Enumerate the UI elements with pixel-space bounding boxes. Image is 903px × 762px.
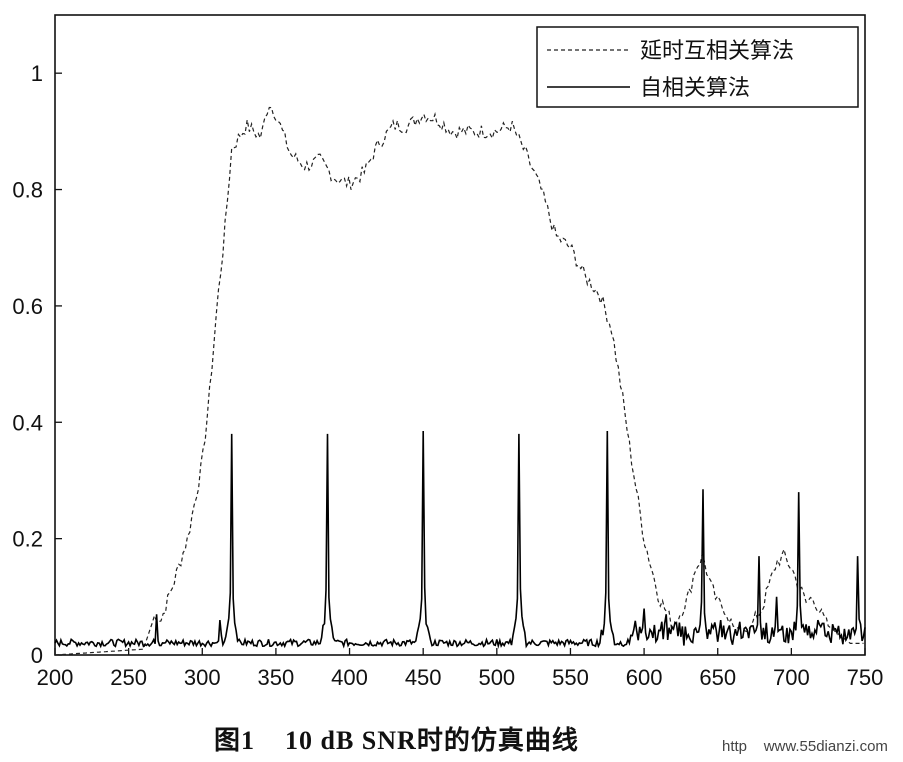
y-tick-label: 0.6 — [12, 294, 43, 319]
y-axis-ticks: 0 0.2 0.4 0.6 0.8 1 — [12, 61, 62, 668]
y-tick-label: 0.4 — [12, 410, 43, 435]
x-tick-label: 750 — [847, 665, 884, 690]
legend-box — [536, 26, 859, 108]
legend-label-cross-correlation: 延时互相关算法 — [640, 39, 794, 64]
legend-label-autocorrelation: 自相关算法 — [640, 76, 750, 101]
x-tick-label: 400 — [331, 665, 368, 690]
x-axis-ticks: 200 250 300 350 400 450 500 550 600 650 700 750 — [37, 648, 884, 690]
x-tick-label: 350 — [258, 665, 295, 690]
x-tick-label: 650 — [699, 665, 736, 690]
x-tick-label: 700 — [773, 665, 810, 690]
figure-caption: 图1 10 dB SNR时的仿真曲线 — [214, 726, 579, 755]
chart: 200 250 300 350 400 450 500 550 600 650 700 750 0 0.… — [12, 14, 884, 690]
x-tick-label: 250 — [110, 665, 147, 690]
plot-frame — [54, 14, 866, 656]
watermark: http www.55dianzi.com — [722, 738, 888, 755]
x-tick-label: 550 — [552, 665, 589, 690]
y-tick-label: 0.2 — [12, 527, 43, 552]
x-tick-label: 200 — [37, 665, 74, 690]
legend: 延时互相关算法 自相关算法 — [536, 26, 859, 108]
series-autocorrelation-line — [54, 430, 866, 649]
x-tick-label: 500 — [478, 665, 515, 690]
series-cross-correlation-line — [54, 106, 864, 656]
x-tick-label: 600 — [626, 665, 663, 690]
y-tick-label: 0.8 — [12, 178, 43, 203]
x-tick-label: 450 — [405, 665, 442, 690]
y-tick-label: 0 — [31, 643, 43, 668]
y-tick-label: 1 — [31, 61, 43, 86]
x-tick-label: 300 — [184, 665, 221, 690]
